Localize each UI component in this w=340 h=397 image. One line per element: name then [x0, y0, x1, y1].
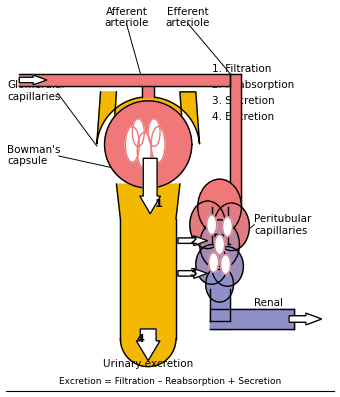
Polygon shape	[178, 236, 208, 246]
Ellipse shape	[215, 235, 224, 254]
Polygon shape	[210, 289, 230, 321]
Polygon shape	[136, 329, 160, 360]
Polygon shape	[289, 313, 322, 325]
Polygon shape	[210, 309, 294, 329]
Circle shape	[104, 101, 192, 188]
Text: 2: 2	[189, 236, 197, 246]
Text: 1. Filtration: 1. Filtration	[212, 64, 271, 74]
Text: 1: 1	[154, 199, 162, 209]
Polygon shape	[142, 86, 154, 97]
Polygon shape	[227, 232, 230, 244]
Polygon shape	[230, 74, 241, 232]
Ellipse shape	[207, 215, 217, 235]
Text: Peritubular
capillaries: Peritubular capillaries	[254, 214, 312, 235]
Polygon shape	[212, 207, 227, 244]
Text: Afferent
arteriole: Afferent arteriole	[104, 7, 149, 28]
Polygon shape	[210, 321, 230, 329]
Polygon shape	[120, 339, 176, 366]
Ellipse shape	[209, 252, 219, 272]
Text: Urinary excretion: Urinary excretion	[103, 358, 193, 369]
Text: 2. Reabsorption: 2. Reabsorption	[212, 80, 294, 90]
Polygon shape	[116, 184, 180, 219]
Text: 3. Secretion: 3. Secretion	[212, 96, 274, 106]
Polygon shape	[140, 158, 160, 214]
Polygon shape	[19, 75, 47, 85]
Polygon shape	[19, 74, 230, 86]
Ellipse shape	[214, 203, 249, 251]
Ellipse shape	[198, 179, 241, 235]
Text: 3: 3	[189, 268, 197, 278]
Polygon shape	[178, 268, 208, 278]
Text: Renal
vein: Renal vein	[254, 298, 283, 320]
Ellipse shape	[200, 220, 239, 270]
Ellipse shape	[196, 245, 227, 284]
Ellipse shape	[221, 254, 231, 274]
Ellipse shape	[148, 119, 160, 146]
Ellipse shape	[151, 127, 165, 162]
Text: 4. Excretion: 4. Excretion	[212, 112, 274, 121]
Text: Bowman's
capsule: Bowman's capsule	[7, 145, 61, 166]
Text: Efferent
arteriole: Efferent arteriole	[166, 7, 210, 28]
Ellipse shape	[223, 217, 233, 237]
Text: Glomerular
capillaries: Glomerular capillaries	[7, 80, 66, 102]
Ellipse shape	[132, 119, 144, 146]
Text: Excretion = Filtration – Reabsorption + Secretion: Excretion = Filtration – Reabsorption + …	[59, 377, 281, 386]
Polygon shape	[97, 92, 200, 145]
Polygon shape	[120, 219, 176, 339]
Text: 4: 4	[136, 334, 144, 344]
Ellipse shape	[125, 127, 139, 162]
Ellipse shape	[212, 247, 243, 286]
Ellipse shape	[206, 266, 234, 302]
Polygon shape	[210, 309, 294, 329]
Ellipse shape	[137, 133, 151, 168]
Ellipse shape	[190, 201, 225, 249]
